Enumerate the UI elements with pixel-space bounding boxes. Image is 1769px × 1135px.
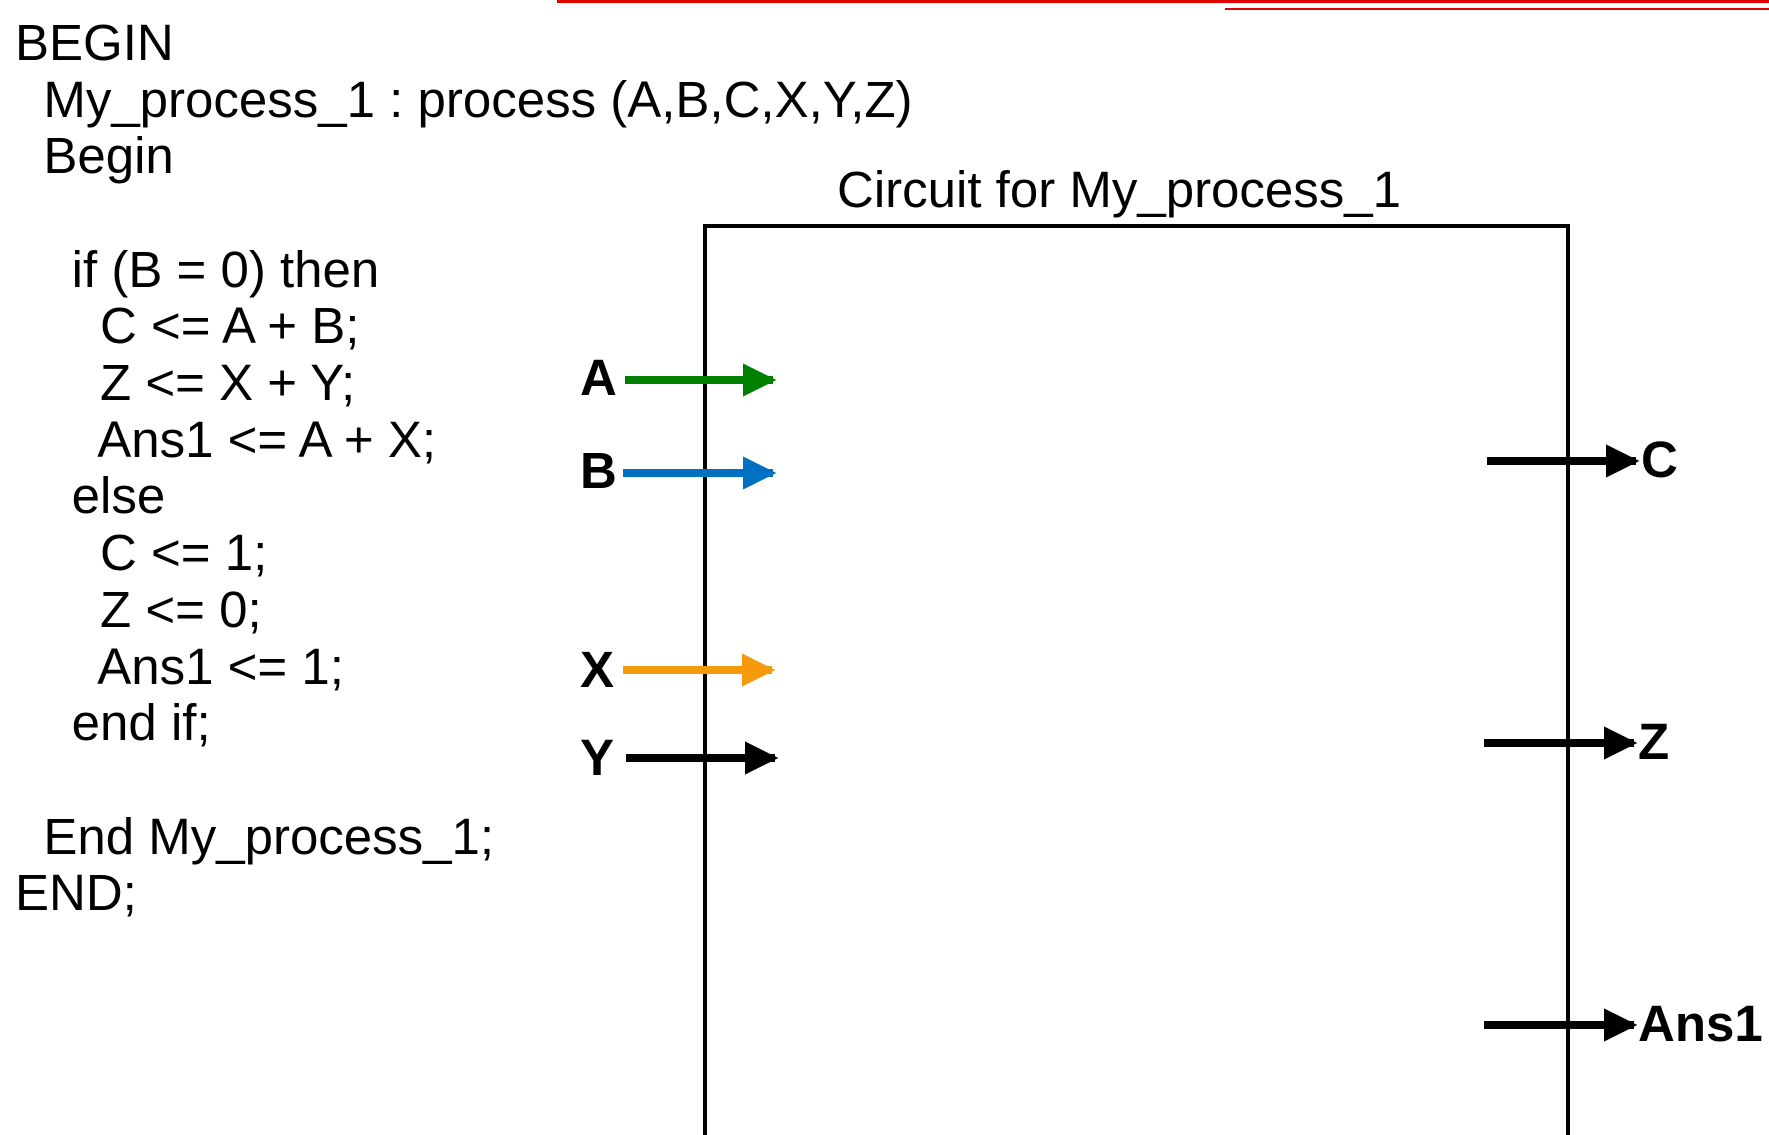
input-label-y: Y — [580, 729, 614, 786]
header-accent-rule — [557, 0, 1769, 3]
input-port-y: Y — [580, 729, 779, 786]
input-port-a: A — [580, 349, 777, 406]
code-line: end if; — [15, 694, 211, 751]
code-line: C <= A + B; — [15, 297, 360, 354]
input-port-b: B — [580, 442, 777, 499]
code-line: if (B = 0) then — [15, 241, 380, 298]
output-label-c: C — [1641, 431, 1678, 488]
output-port-z: Z — [1484, 713, 1669, 770]
code-line: Ans1 <= 1; — [15, 638, 344, 695]
output-port-c: C — [1487, 431, 1678, 488]
header-accent-rule-thin — [1225, 8, 1769, 10]
code-line: else — [15, 467, 166, 524]
circuit-title: Circuit for My_process_1 — [837, 161, 1401, 218]
code-line: C <= 1; — [15, 524, 268, 581]
code-line: BEGIN — [15, 14, 174, 71]
input-label-b: B — [580, 442, 617, 499]
code-line: My_process_1 : process (A,B,C,X,Y,Z) — [15, 71, 913, 128]
output-label-z: Z — [1638, 713, 1669, 770]
code-line: End My_process_1; — [15, 808, 495, 865]
output-port-ans1: Ans1 — [1484, 995, 1763, 1052]
code-line: Z <= 0; — [15, 581, 262, 638]
input-label-a: A — [580, 349, 617, 406]
code-line: Begin — [15, 127, 174, 184]
input-label-x: X — [580, 641, 614, 698]
circuit-box — [703, 224, 1570, 1135]
code-line: END; — [15, 864, 137, 921]
input-port-x: X — [580, 641, 776, 698]
code-line: Ans1 <= A + X; — [15, 411, 437, 468]
code-line: Z <= X + Y; — [15, 354, 356, 411]
output-label-ans1: Ans1 — [1638, 995, 1763, 1052]
